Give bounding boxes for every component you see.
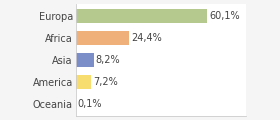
Bar [76, 31, 129, 45]
Text: 8,2%: 8,2% [95, 55, 120, 65]
Text: 60,1%: 60,1% [209, 11, 240, 21]
Text: 0,1%: 0,1% [78, 99, 102, 109]
Bar [76, 75, 91, 89]
Bar [76, 9, 207, 23]
Bar [76, 53, 94, 67]
Text: 24,4%: 24,4% [131, 33, 162, 43]
Text: 7,2%: 7,2% [93, 77, 118, 87]
